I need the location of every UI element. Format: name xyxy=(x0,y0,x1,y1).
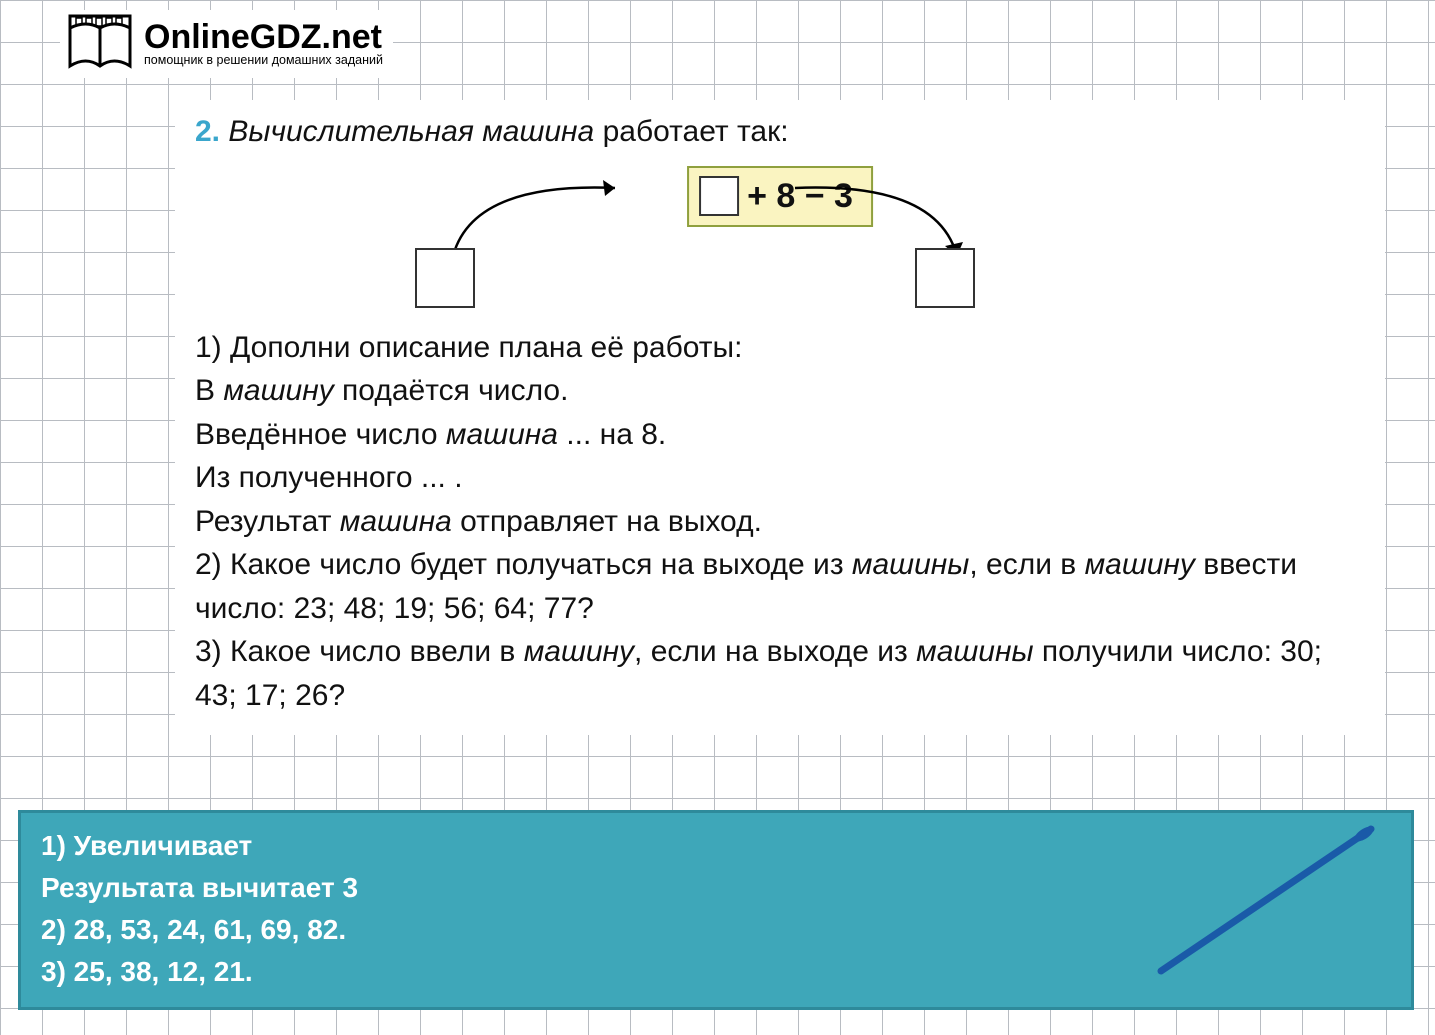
q3c: , если на выходе из xyxy=(634,635,916,668)
q3b: машину xyxy=(524,635,634,668)
pointer-icon xyxy=(1149,823,1379,978)
q2a: 2) Какое число будет получаться на выход… xyxy=(195,548,852,581)
q2d: машину xyxy=(1085,548,1195,581)
question-2: 2) Какое число будет получаться на выход… xyxy=(195,543,1365,630)
textbook-excerpt: 2. Вычислительная машина работает так: +… xyxy=(175,100,1385,735)
task-number: 2. xyxy=(195,115,220,148)
q1-l1a: В xyxy=(195,374,223,407)
output-box-icon xyxy=(915,248,975,308)
book-film-icon xyxy=(64,14,136,74)
q2b: машины xyxy=(852,548,969,581)
answer-panel: 1) Увеличивает Результата вычитает 3 2) … xyxy=(18,810,1414,1010)
q1-l2a: Введённое число xyxy=(195,418,446,451)
question-3: 3) Какое число ввели в машину, если на в… xyxy=(195,630,1365,717)
q1-l4a: Результат xyxy=(195,505,340,538)
q1-l4b: машина xyxy=(340,505,452,538)
q1-l1c: подаётся число. xyxy=(334,374,569,407)
q1-l1b: машину xyxy=(223,374,333,407)
q1-label: 1) Дополни описание плана её работы: xyxy=(195,331,742,364)
site-logo: OnlineGDZ.net помощник в решении домашни… xyxy=(60,10,393,78)
input-box-icon xyxy=(415,248,475,308)
task-title-italic: Вычислительная машина xyxy=(228,115,594,148)
logo-title: OnlineGDZ.net xyxy=(144,20,383,54)
q1-l3: Из полученного ... . xyxy=(195,461,463,494)
machine-diagram: + 8 − 3 xyxy=(195,162,1365,322)
q1-l2b: машина xyxy=(446,418,558,451)
logo-subtitle: помощник в решении домашних заданий xyxy=(144,54,383,68)
task-title-rest: работает так: xyxy=(594,115,788,148)
task-heading: 2. Вычислительная машина работает так: xyxy=(195,110,1365,154)
q2c: , если в xyxy=(969,548,1084,581)
question-1: 1) Дополни описание плана её работы: В м… xyxy=(195,326,1365,544)
q1-l4c: отправляет на выход. xyxy=(452,505,762,538)
q3a: 3) Какое число ввели в xyxy=(195,635,524,668)
q1-l2c: ... на 8. xyxy=(558,418,666,451)
q3d: машины xyxy=(916,635,1033,668)
input-slot-icon xyxy=(699,176,739,216)
